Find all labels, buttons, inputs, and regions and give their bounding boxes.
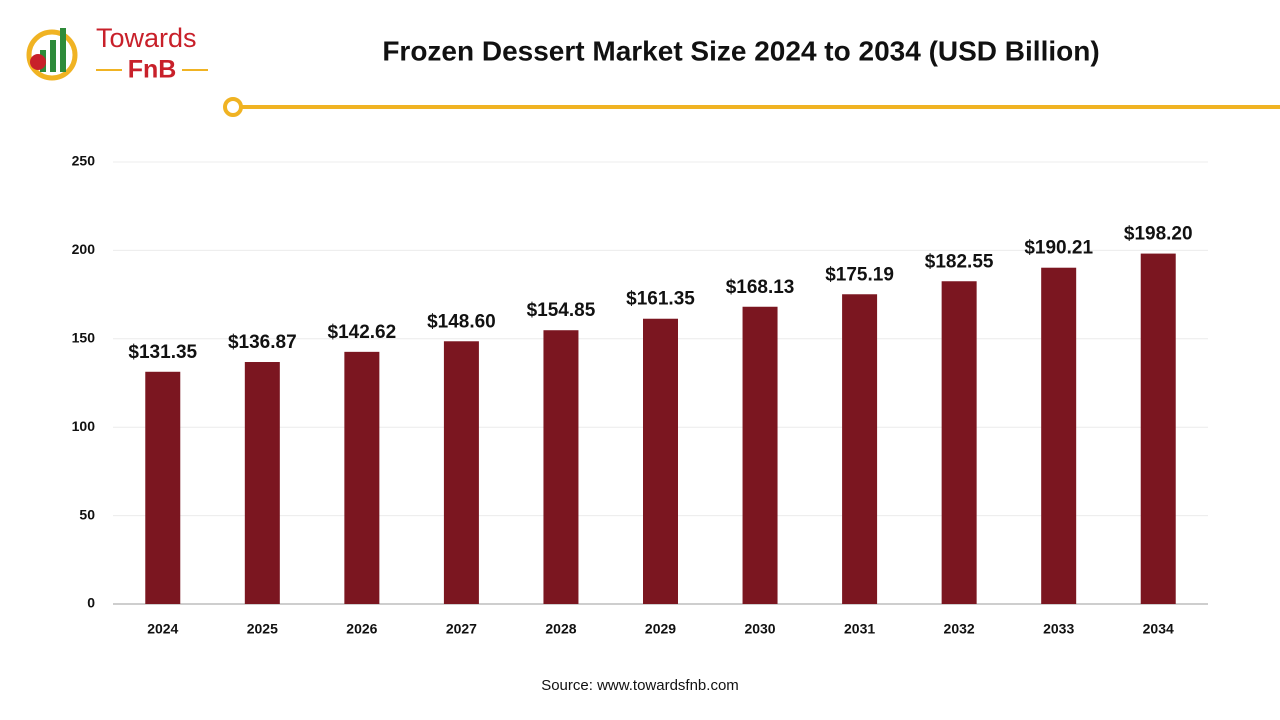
x-tick-label: 2025: [247, 621, 278, 637]
bar: [344, 351, 380, 604]
x-tick-label: 2031: [844, 621, 875, 637]
y-tick-label: 100: [72, 418, 96, 434]
x-tick-label: 2034: [1143, 621, 1174, 637]
value-label: $148.60: [427, 311, 496, 332]
bar: [1041, 267, 1077, 604]
logo-bar: [50, 40, 56, 72]
x-tick-label: 2024: [147, 621, 178, 637]
x-tick-label: 2027: [446, 621, 477, 637]
logo-brand: Towards: [96, 23, 197, 53]
logo-dot: [30, 54, 46, 70]
value-label: $182.55: [925, 251, 994, 272]
bar: [941, 281, 977, 604]
y-tick-label: 50: [79, 506, 95, 522]
chart-title: Frozen Dessert Market Size 2024 to 2034 …: [382, 35, 1099, 66]
y-tick-label: 150: [72, 330, 96, 346]
x-tick-label: 2033: [1043, 621, 1074, 637]
x-tick-label: 2030: [744, 621, 775, 637]
bar: [145, 371, 181, 604]
source: Source: www.towardsfnb.com: [541, 677, 739, 694]
value-label: $190.21: [1024, 238, 1093, 259]
y-tick-label: 250: [72, 153, 96, 169]
value-label: $198.20: [1124, 224, 1193, 245]
value-label: $175.19: [825, 264, 894, 285]
value-label: $136.87: [228, 332, 297, 353]
x-tick-label: 2026: [346, 621, 377, 637]
title-rule-dot: [223, 97, 243, 117]
logo-sub: FnB: [128, 56, 177, 84]
value-label: $161.35: [626, 289, 695, 310]
y-tick-label: 200: [72, 241, 96, 257]
bar: [742, 306, 778, 604]
y-tick-label: 0: [87, 595, 95, 611]
value-label: $168.13: [726, 277, 795, 298]
bar: [443, 341, 479, 604]
value-label: $142.62: [328, 322, 397, 343]
logo-ring: [26, 29, 78, 81]
x-tick-label: 2032: [944, 621, 975, 637]
x-tick-label: 2028: [545, 621, 576, 637]
logo: Towards FnB: [26, 23, 208, 84]
value-label: $154.85: [527, 300, 596, 321]
bar: [543, 330, 579, 604]
x-tick-label: 2029: [645, 621, 676, 637]
value-label: $131.35: [128, 342, 197, 363]
logo-bar: [60, 28, 66, 72]
bar: [1140, 253, 1176, 604]
bar: [244, 362, 280, 604]
bar: [842, 294, 878, 604]
bar: [643, 318, 678, 604]
